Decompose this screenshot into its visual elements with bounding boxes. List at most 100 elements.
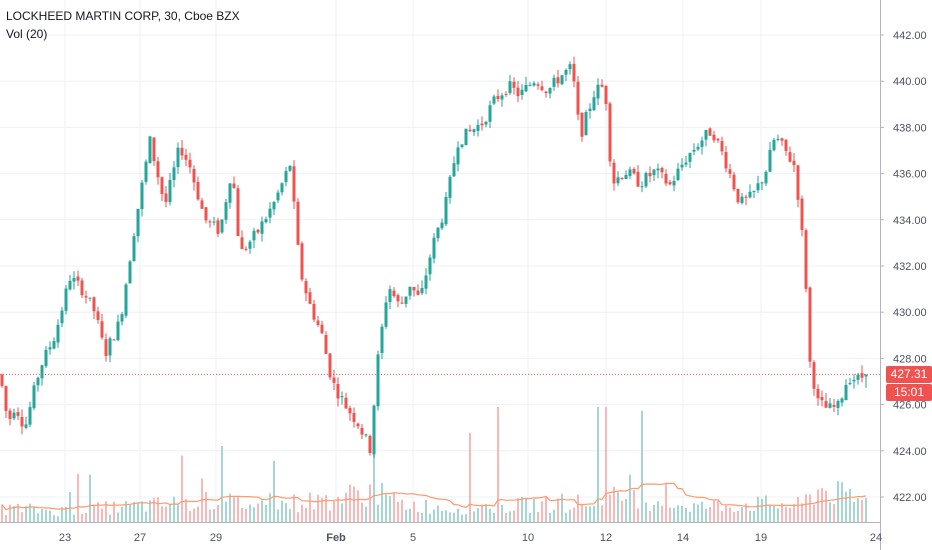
candle-body <box>176 147 180 168</box>
candle-body <box>672 180 676 186</box>
candle-body <box>332 377 336 383</box>
volume-bar <box>817 489 819 522</box>
volume-bar <box>225 501 227 522</box>
candle-body <box>452 163 456 177</box>
time-tick-label: 23 <box>59 532 71 544</box>
candle-body <box>108 338 112 356</box>
volume-bar <box>233 497 235 522</box>
volume-bar <box>357 490 359 522</box>
time-tick-label: 12 <box>600 532 612 544</box>
candle-body <box>668 182 672 185</box>
candle-body <box>276 192 280 201</box>
candle-body <box>368 435 372 454</box>
volume-bar <box>769 504 771 522</box>
candle-body <box>588 108 592 112</box>
volume-bar <box>633 490 635 522</box>
candle-body <box>256 229 260 233</box>
candle-body <box>232 183 236 188</box>
volume-bar <box>153 498 155 522</box>
volume-bar <box>105 501 107 522</box>
time-axis[interactable]: 23 27 29 Feb 5 10 12 14 19 24 <box>0 522 882 545</box>
candle-body <box>596 84 600 99</box>
candle-body <box>96 311 100 320</box>
volume-bar <box>69 492 71 522</box>
candle-body <box>404 296 408 304</box>
candle-body <box>196 181 200 200</box>
candle-body <box>424 275 428 289</box>
price-tick-label: 440.00 <box>893 76 927 88</box>
candle-body <box>608 103 612 162</box>
volume-bar <box>665 483 667 522</box>
volume-bar <box>285 503 287 522</box>
volume-bar <box>833 503 835 522</box>
candle-body <box>420 288 424 294</box>
candle-body <box>376 354 380 407</box>
volume-bar <box>693 503 695 522</box>
volume-indicator-label[interactable]: Vol (20) <box>6 27 48 41</box>
price-axis[interactable]: 422.00 424.00 426.00 428.00 430.00 432.00 434.… <box>880 0 927 550</box>
candle-body <box>764 171 768 184</box>
volume-bar <box>321 497 323 522</box>
candle-body <box>344 397 348 409</box>
candle-body <box>104 339 108 357</box>
candle-body <box>236 188 240 237</box>
volume-bar <box>677 505 679 522</box>
volume-bar <box>741 507 743 522</box>
symbol-title[interactable]: LOCKHEED MARTIN CORP, 30, Cboe BZX <box>6 9 240 23</box>
candle-body <box>164 193 168 202</box>
volume-bar <box>773 505 775 522</box>
candle-body <box>652 169 656 176</box>
candle-body <box>504 93 508 95</box>
volume-bar <box>453 512 455 522</box>
volume-bar <box>401 499 403 522</box>
volume-bar <box>205 492 207 522</box>
volume-bar <box>305 507 307 522</box>
volume-bar <box>145 511 147 522</box>
volume-bar <box>733 512 735 522</box>
candle-body <box>284 171 288 183</box>
candle-body <box>680 164 684 168</box>
volume-bar <box>509 511 511 522</box>
volume-bar <box>261 500 263 522</box>
time-tick-label: 10 <box>522 532 534 544</box>
candle-body <box>140 182 144 210</box>
candle-body <box>444 197 448 225</box>
candle-body <box>380 326 384 354</box>
volume-bar <box>781 503 783 522</box>
candle-body <box>292 166 296 202</box>
volume-bar <box>413 501 415 522</box>
candle-body <box>244 248 248 250</box>
candle-body <box>260 221 264 234</box>
volume-bar <box>185 499 187 522</box>
candle-body <box>828 403 832 408</box>
volume-bar <box>33 506 35 522</box>
candle-body <box>804 230 808 289</box>
candle-body <box>720 141 724 152</box>
volume-bar <box>865 497 867 522</box>
candle-body <box>772 139 776 151</box>
candle-body <box>52 340 56 349</box>
candle-body <box>616 177 620 184</box>
volume-bar <box>669 507 671 522</box>
volume-bar <box>497 407 499 522</box>
volume-bar <box>709 506 711 522</box>
candle-body <box>664 173 668 184</box>
candle-body <box>648 172 652 177</box>
candle-body <box>812 362 816 389</box>
candle-body <box>576 81 580 115</box>
candle-body <box>116 321 120 341</box>
candle-body <box>412 286 416 291</box>
candle-body <box>572 63 576 82</box>
candle-body <box>640 186 644 188</box>
volume-bar <box>805 494 807 522</box>
candle-body <box>364 434 368 436</box>
volume-bar <box>345 492 347 522</box>
volume-bar <box>621 500 623 522</box>
volume-bar <box>561 493 563 522</box>
price-tick-label: 442.00 <box>893 30 927 42</box>
volume-bar <box>429 513 431 522</box>
candle-body <box>4 386 8 411</box>
volume-bar <box>377 504 379 522</box>
volume-bar <box>241 507 243 522</box>
